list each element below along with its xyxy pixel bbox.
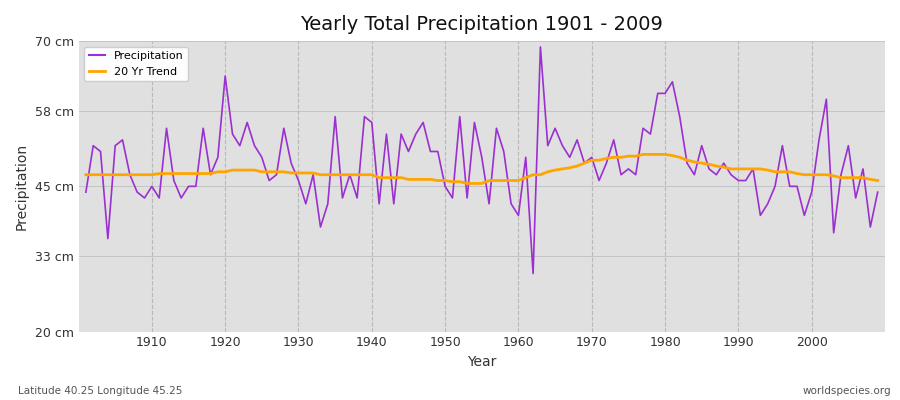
X-axis label: Year: Year [467,355,497,369]
Text: worldspecies.org: worldspecies.org [803,386,891,396]
Title: Yearly Total Precipitation 1901 - 2009: Yearly Total Precipitation 1901 - 2009 [301,15,663,34]
Text: Latitude 40.25 Longitude 45.25: Latitude 40.25 Longitude 45.25 [18,386,183,396]
Y-axis label: Precipitation: Precipitation [15,143,29,230]
Legend: Precipitation, 20 Yr Trend: Precipitation, 20 Yr Trend [84,47,188,81]
